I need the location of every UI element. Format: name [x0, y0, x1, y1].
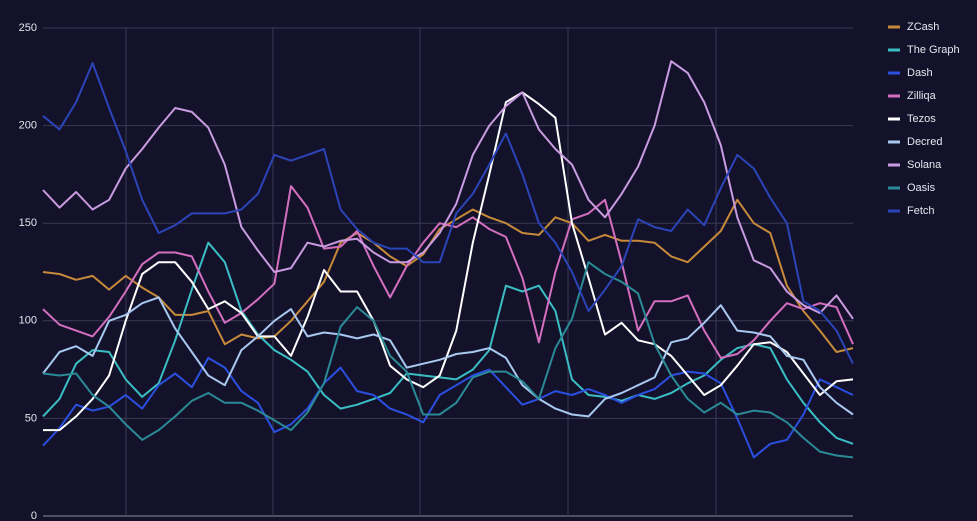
legend-label: Dash: [907, 67, 933, 79]
y-tick-label: 50: [25, 412, 37, 424]
series-line: [42, 60, 854, 320]
legend-label: Oasis: [907, 182, 936, 194]
series-line: [42, 356, 854, 459]
y-tick-label: 0: [31, 510, 37, 521]
series-line: [42, 261, 854, 459]
series-line: [42, 62, 854, 365]
y-tick-label: 150: [19, 217, 37, 229]
series-line: [42, 185, 854, 359]
legend-label: ZCash: [907, 21, 939, 33]
legend-label: Decred: [907, 136, 942, 148]
legend-label: Fetch: [907, 205, 935, 217]
y-tick-label: 200: [19, 120, 37, 132]
series-line: [43, 91, 854, 432]
series-line: [42, 296, 854, 418]
legend-label: The Graph: [907, 44, 960, 56]
legend-label: Solana: [907, 159, 942, 171]
y-tick-label: 100: [19, 315, 37, 327]
legend-label: Zilliqa: [907, 90, 937, 102]
y-tick-label: 250: [19, 22, 37, 34]
legend-label: Tezos: [907, 113, 936, 125]
